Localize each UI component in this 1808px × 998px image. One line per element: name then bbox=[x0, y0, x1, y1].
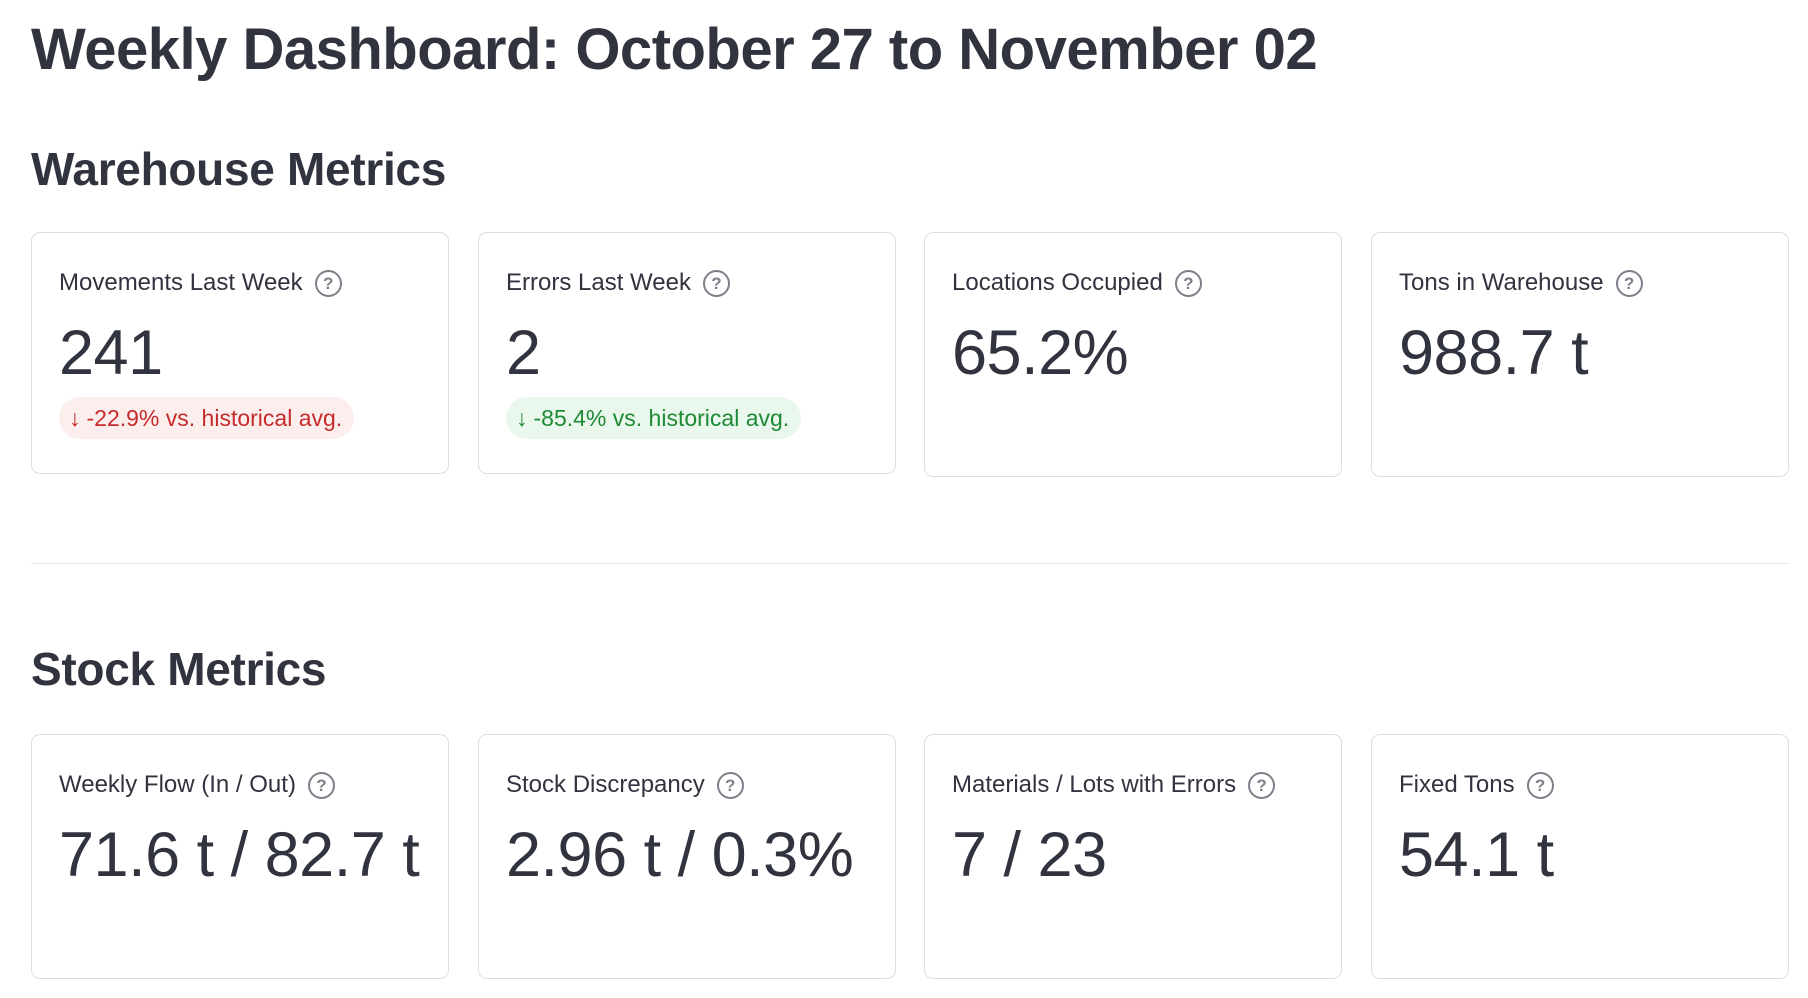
section-divider bbox=[31, 563, 1788, 564]
metric-label-row: Movements Last Week ? bbox=[59, 269, 342, 297]
metric-label-row: Tons in Warehouse ? bbox=[1399, 269, 1643, 297]
metric-value: 2 bbox=[506, 318, 541, 388]
metric-delta-badge: ↓ -22.9% vs. historical avg. bbox=[59, 397, 355, 439]
metric-card-stock-discrepancy: Stock Discrepancy ? 2.96 t / 0.3% bbox=[478, 734, 896, 979]
stock-metrics-heading: Stock Metrics bbox=[31, 643, 327, 695]
metric-value: 7 / 23 bbox=[952, 820, 1107, 890]
arrow-down-icon: ↓ bbox=[69, 404, 81, 431]
metric-label-row: Fixed Tons ? bbox=[1399, 771, 1554, 799]
question-circle-icon[interactable]: ? bbox=[1174, 269, 1202, 297]
metric-card-fixed-tons: Fixed Tons ? 54.1 t bbox=[1371, 734, 1789, 979]
metric-value: 54.1 t bbox=[1399, 820, 1554, 890]
metric-card-movements: Movements Last Week ? 241 ↓ -22.9% vs. h… bbox=[31, 232, 449, 474]
metric-label-row: Errors Last Week ? bbox=[506, 269, 730, 297]
metric-label: Materials / Lots with Errors bbox=[952, 771, 1237, 798]
metric-label-row: Materials / Lots with Errors ? bbox=[952, 771, 1276, 799]
metric-delta-text: -22.9% vs. historical avg. bbox=[86, 404, 343, 431]
metric-label: Locations Occupied bbox=[952, 269, 1163, 296]
metric-label: Fixed Tons bbox=[1399, 771, 1515, 798]
metric-delta-text: -85.4% vs. historical avg. bbox=[533, 404, 790, 431]
question-circle-icon[interactable]: ? bbox=[1526, 771, 1554, 799]
metric-label: Movements Last Week bbox=[59, 269, 303, 296]
metric-value: 988.7 t bbox=[1399, 318, 1589, 388]
warehouse-metrics-heading: Warehouse Metrics bbox=[31, 143, 446, 195]
metric-label-row: Locations Occupied ? bbox=[952, 269, 1202, 297]
metric-card-tons: Tons in Warehouse ? 988.7 t bbox=[1371, 232, 1789, 477]
arrow-down-icon: ↓ bbox=[516, 404, 528, 431]
question-circle-icon[interactable]: ? bbox=[314, 269, 342, 297]
metric-value: 65.2% bbox=[952, 318, 1129, 388]
page-title: Weekly Dashboard: October 27 to November… bbox=[31, 17, 1318, 82]
metric-value: 71.6 t / 82.7 t bbox=[59, 820, 420, 890]
question-circle-icon[interactable]: ? bbox=[702, 269, 730, 297]
question-circle-icon[interactable]: ? bbox=[1615, 269, 1643, 297]
question-circle-icon[interactable]: ? bbox=[1248, 771, 1276, 799]
question-circle-icon[interactable]: ? bbox=[307, 771, 335, 799]
metric-label: Errors Last Week bbox=[506, 269, 691, 296]
metric-card-weekly-flow: Weekly Flow (In / Out) ? 71.6 t / 82.7 t bbox=[31, 734, 449, 979]
metric-label: Tons in Warehouse bbox=[1399, 269, 1604, 296]
question-circle-icon[interactable]: ? bbox=[716, 771, 744, 799]
metric-card-errors: Errors Last Week ? 2 ↓ -85.4% vs. histor… bbox=[478, 232, 896, 474]
metric-card-locations: Locations Occupied ? 65.2% bbox=[924, 232, 1342, 477]
metric-value: 2.96 t / 0.3% bbox=[506, 820, 854, 890]
metric-delta-badge: ↓ -85.4% vs. historical avg. bbox=[506, 397, 802, 439]
metric-label-row: Weekly Flow (In / Out) ? bbox=[59, 771, 335, 799]
metric-label-row: Stock Discrepancy ? bbox=[506, 771, 744, 799]
metric-label: Stock Discrepancy bbox=[506, 771, 705, 798]
metric-value: 241 bbox=[59, 318, 163, 388]
metric-label: Weekly Flow (In / Out) bbox=[59, 771, 296, 798]
metric-card-materials-errors: Materials / Lots with Errors ? 7 / 23 bbox=[924, 734, 1342, 979]
